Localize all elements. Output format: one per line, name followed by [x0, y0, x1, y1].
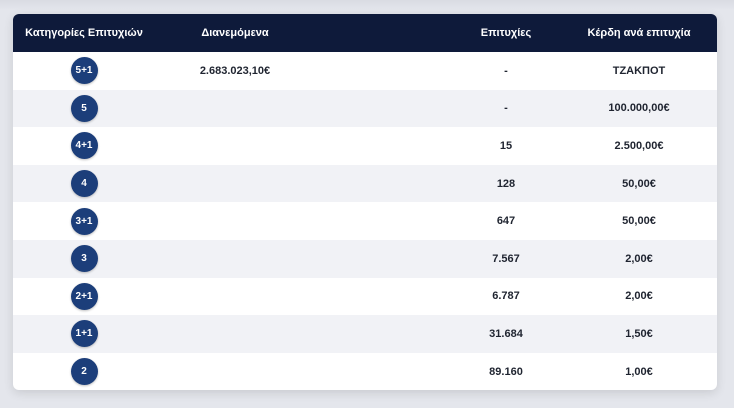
- distributed-value: 2.683.023,10€: [199, 64, 271, 77]
- header-winners: Επιτυχίες: [480, 27, 532, 39]
- table-row: 2 89.160 1,00€: [13, 353, 717, 390]
- prize-value: 50,00€: [622, 215, 656, 228]
- header-distributed: Διανεμόμενα: [201, 27, 269, 39]
- winners-value: 31.684: [489, 327, 523, 340]
- top-edge: [0, 0, 734, 10]
- prize-value: 2,00€: [625, 252, 653, 265]
- prize-value: 50,00€: [622, 177, 656, 190]
- table-row: 1+1 31.684 1,50€: [13, 315, 717, 353]
- category-badge: 4+1: [70, 132, 98, 160]
- winners-value: 647: [496, 215, 516, 228]
- winners-value: 15: [499, 139, 513, 152]
- table-row: 5 - 100.000,00€: [13, 89, 717, 128]
- table-row: 4+1 15 2.500,00€: [13, 127, 717, 165]
- results-table: Κατηγορίες Επιτυχιών Διανεμόμενα Επιτυχί…: [13, 14, 717, 390]
- category-badge: 5+1: [70, 57, 98, 85]
- category-badge: 5: [70, 94, 98, 122]
- prize-value: ΤΖΑΚΠΟΤ: [612, 64, 666, 77]
- winners-value: 7.567: [492, 252, 520, 265]
- category-badge: 4: [70, 170, 98, 198]
- prize-value: 1,00€: [625, 365, 653, 378]
- table-row: 3+1 647 50,00€: [13, 202, 717, 240]
- category-badge: 1+1: [70, 320, 98, 348]
- winners-value: -: [504, 102, 508, 115]
- winners-value: 89.160: [489, 365, 523, 378]
- winners-value: 6.787: [492, 290, 520, 303]
- header-prize: Κέρδη ανά επιτυχία: [587, 27, 691, 39]
- prize-value: 100.000,00€: [608, 102, 670, 115]
- category-badge: 2+1: [70, 282, 98, 310]
- category-badge: 3+1: [70, 207, 98, 235]
- prize-value: 2.500,00€: [614, 139, 664, 152]
- table-header: Κατηγορίες Επιτυχιών Διανεμόμενα Επιτυχί…: [13, 14, 717, 52]
- table-row: 5+1 2.683.023,10€ - ΤΖΑΚΠΟΤ: [13, 52, 717, 90]
- header-category: Κατηγορίες Επιτυχιών: [25, 27, 143, 39]
- winners-value: -: [504, 64, 508, 77]
- prize-value: 2,00€: [625, 290, 653, 303]
- category-badge: 3: [70, 245, 98, 273]
- prize-value: 1,50€: [625, 327, 653, 340]
- table-row: 2+1 6.787 2,00€: [13, 278, 717, 316]
- winners-value: 128: [496, 177, 516, 190]
- table-row: 3 7.567 2,00€: [13, 239, 717, 278]
- category-badge: 2: [70, 358, 98, 386]
- table-row: 4 128 50,00€: [13, 164, 717, 203]
